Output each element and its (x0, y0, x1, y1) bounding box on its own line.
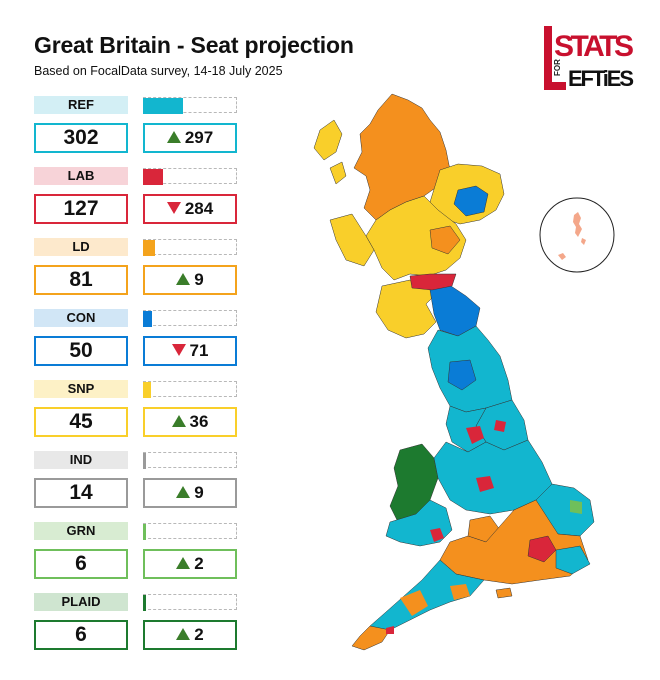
cornwall (351, 625, 391, 651)
argyll (329, 213, 375, 267)
seat-share-fill (143, 595, 146, 611)
cumbria-con (447, 359, 477, 391)
aberdeen-con (453, 185, 489, 217)
down-triangle-icon (166, 201, 181, 214)
plymouth-lab (386, 626, 394, 634)
up-triangle-icon (166, 130, 181, 143)
scotland-central (365, 195, 467, 281)
seat-change-value: 2 (194, 554, 204, 573)
uk-seat-map (313, 93, 615, 651)
party-row-ind: IND 14 9 (34, 451, 238, 523)
devon-ld (400, 584, 470, 616)
page-subtitle: Based on FocalData survey, 14-18 July 20… (34, 64, 283, 78)
seat-share-bar (143, 168, 237, 185)
seat-share-bar (143, 381, 237, 398)
seat-count-box: 6 (34, 620, 128, 650)
seat-change-box: 71 (143, 336, 237, 366)
svg-text:FOR: FOR (553, 59, 562, 76)
seat-change-box: 297 (143, 123, 237, 153)
party-row-plaid: PLAID 6 2 (34, 593, 238, 665)
central-belt-lab (409, 273, 457, 291)
kent-ref (555, 545, 591, 575)
party-label: IND (34, 451, 128, 469)
seat-share-bar (143, 594, 237, 611)
down-triangle-icon (171, 343, 186, 356)
norwich-grn (570, 500, 582, 514)
seat-share-fill (143, 524, 146, 540)
seat-change-value: 284 (184, 199, 214, 218)
seat-count-box: 50 (34, 336, 128, 366)
seat-change-box: 9 (143, 478, 237, 508)
birmingham-lab (476, 476, 494, 492)
seat-count-box: 127 (34, 194, 128, 224)
seat-change-value: 36 (189, 412, 209, 431)
seat-change-value: 71 (189, 341, 209, 360)
shetland-inset (539, 197, 615, 273)
seat-share-fill (143, 382, 151, 398)
seat-share-fill (143, 98, 184, 114)
london-lab (527, 535, 557, 563)
svg-text:STATS: STATS (554, 30, 634, 63)
seat-change-value: 2 (194, 625, 204, 644)
seat-change-box: 284 (143, 194, 237, 224)
seat-change-value: 297 (184, 128, 214, 147)
party-row-lab: LAB 127 284 (34, 167, 238, 239)
isle-of-wight (495, 587, 513, 599)
seat-change-box: 36 (143, 407, 237, 437)
perth-ref (429, 225, 461, 255)
party-row-con: CON 50 71 (34, 309, 238, 381)
party-label: LD (34, 238, 128, 256)
party-row-ref: REF 302 297 (34, 96, 238, 168)
seat-share-fill (143, 240, 156, 256)
seat-change-box: 2 (143, 549, 237, 579)
svg-text:EFTiES: EFTiES (568, 66, 634, 90)
party-label: PLAID (34, 593, 128, 611)
up-triangle-icon (176, 272, 191, 285)
party-label: GRN (34, 522, 128, 540)
seat-share-bar (143, 239, 237, 256)
up-triangle-icon (176, 556, 191, 569)
seat-count-box: 302 (34, 123, 128, 153)
party-label: SNP (34, 380, 128, 398)
seat-share-bar (143, 452, 237, 469)
seat-change-value: 9 (194, 270, 204, 289)
seat-share-fill (143, 169, 163, 185)
manchester-lab (466, 420, 506, 444)
stats-for-lefties-logo: STATS FOR EFTiES (544, 26, 634, 90)
party-row-snp: SNP 45 36 (34, 380, 238, 452)
seat-count-box: 6 (34, 549, 128, 579)
page-title: Great Britain - Seat projection (34, 32, 354, 58)
seat-count-box: 81 (34, 265, 128, 295)
party-row-grn: GRN 6 2 (34, 522, 238, 594)
seat-share-fill (143, 311, 153, 327)
skye-islands (313, 119, 347, 185)
up-triangle-icon (171, 414, 186, 427)
seat-count-box: 45 (34, 407, 128, 437)
seat-share-fill (143, 453, 146, 469)
party-label: LAB (34, 167, 128, 185)
up-triangle-icon (176, 627, 191, 640)
seat-change-box: 9 (143, 265, 237, 295)
seat-change-box: 2 (143, 620, 237, 650)
party-row-ld: LD 81 9 (34, 238, 238, 310)
seat-share-bar (143, 97, 237, 114)
up-triangle-icon (176, 485, 191, 498)
seat-count-box: 14 (34, 478, 128, 508)
seat-share-bar (143, 310, 237, 327)
seat-share-bar (143, 523, 237, 540)
party-label: CON (34, 309, 128, 327)
seat-change-value: 9 (194, 483, 204, 502)
cardiff-lab (430, 528, 444, 542)
party-label: REF (34, 96, 128, 114)
